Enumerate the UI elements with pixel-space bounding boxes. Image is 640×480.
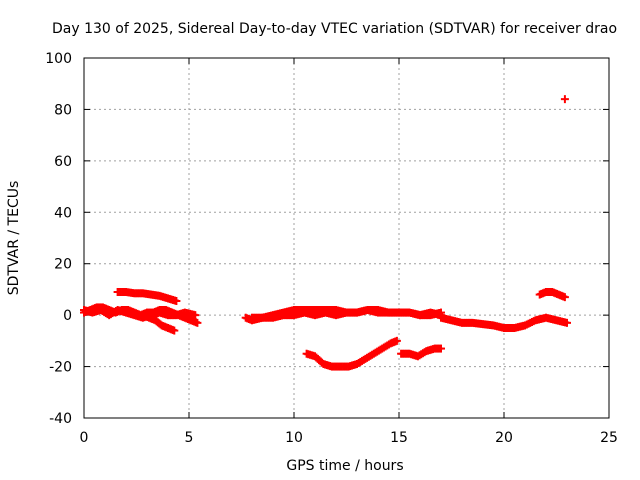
plot-frame xyxy=(83,57,610,419)
y-tick-label: 60 xyxy=(54,154,72,170)
grid xyxy=(84,58,609,418)
x-tick-label: 5 xyxy=(185,430,194,446)
y-tick-label: 40 xyxy=(54,205,72,221)
chart-title: Day 130 of 2025, Sidereal Day-to-day VTE… xyxy=(52,21,617,37)
data-point xyxy=(563,318,571,327)
data-point xyxy=(560,293,569,302)
x-tick-label: 10 xyxy=(285,430,303,446)
x-axis-label: GPS time / hours xyxy=(286,458,403,474)
x-tick-label: 15 xyxy=(390,430,408,446)
data-point xyxy=(437,344,445,353)
y-tick-label: -20 xyxy=(49,360,72,376)
data-point xyxy=(392,336,401,345)
axis-ticks: 0 5 10 15 20 25 -40 -20 0 20 40 60 80 100 xyxy=(45,51,618,446)
y-tick-label: 80 xyxy=(54,102,72,118)
x-tick-label: 25 xyxy=(600,430,618,446)
data-point xyxy=(170,326,179,335)
y-tick-label: 0 xyxy=(63,308,72,324)
y-tick-label: 100 xyxy=(45,51,72,67)
data-point xyxy=(560,95,569,104)
y-tick-label: -40 xyxy=(49,411,72,427)
data-point xyxy=(193,318,202,327)
data-points xyxy=(80,95,571,371)
x-tick-label: 0 xyxy=(80,430,89,446)
data-point xyxy=(172,297,181,305)
y-tick-label: 20 xyxy=(54,257,72,273)
x-tick-label: 20 xyxy=(495,430,513,446)
y-axis-label: SDTVAR / TECUs xyxy=(6,181,22,296)
data-point xyxy=(191,311,200,320)
